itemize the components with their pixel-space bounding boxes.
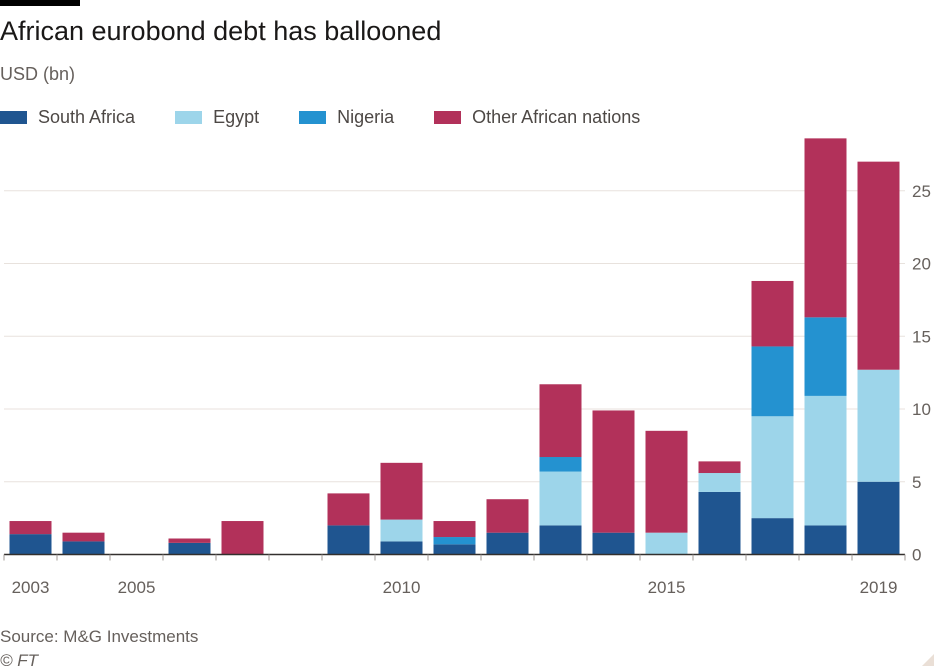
- bar-egypt-2016: [698, 473, 741, 492]
- bar-other-african-nations-2018: [804, 138, 847, 318]
- legend-swatch-other: [434, 111, 462, 124]
- bar-other-african-nations-2016: [698, 461, 741, 474]
- bar-egypt-2010: [380, 519, 423, 542]
- bar-south-africa-2006: [168, 542, 211, 555]
- legend-item-south-africa: South Africa: [0, 107, 135, 128]
- bar-south-africa-2011: [433, 544, 476, 555]
- legend-label-south-africa: South Africa: [38, 107, 136, 127]
- bar-other-african-nations-2006: [168, 538, 211, 543]
- y-tick-label-10: 10: [912, 400, 931, 419]
- x-tick-label-2019: 2019: [860, 578, 898, 597]
- bar-south-africa-2012: [486, 532, 529, 555]
- bar-other-african-nations-2019: [857, 161, 900, 370]
- y-tick-label-0: 0: [912, 546, 921, 565]
- bar-south-africa-2009: [327, 525, 370, 555]
- legend-label-nigeria: Nigeria: [337, 107, 395, 127]
- y-tick-label-15: 15: [912, 327, 931, 346]
- legend-item-egypt: Egypt: [175, 107, 259, 128]
- bar-south-africa-2010: [380, 541, 423, 555]
- bar-other-african-nations-2015: [645, 430, 688, 533]
- y-tick-label-5: 5: [912, 473, 921, 492]
- y-tick-label-25: 25: [912, 182, 931, 201]
- legend: South Africa Egypt Nigeria Other African…: [0, 107, 680, 128]
- bar-other-african-nations-2009: [327, 493, 370, 526]
- copyright-credit: © FT: [0, 651, 39, 670]
- x-tick-label-2010: 2010: [383, 578, 421, 597]
- x-tick-label-2015: 2015: [648, 578, 686, 597]
- bar-other-african-nations-2012: [486, 499, 529, 533]
- bar-nigeria-2013: [539, 457, 582, 472]
- bar-other-african-nations-2007: [221, 521, 264, 555]
- bar-south-africa-2013: [539, 525, 582, 555]
- legend-item-nigeria: Nigeria: [299, 107, 394, 128]
- bar-other-african-nations-2003: [9, 521, 52, 535]
- bar-egypt-2018: [804, 395, 847, 526]
- bar-other-african-nations-2011: [433, 521, 476, 538]
- bar-south-africa-2003: [9, 534, 52, 555]
- chart-title: African eurobond debt has ballooned: [0, 16, 442, 46]
- bar-other-african-nations-2017: [751, 280, 794, 347]
- legend-label-other: Other African nations: [472, 107, 641, 127]
- legend-swatch-egypt: [175, 111, 203, 124]
- bar-nigeria-2011: [433, 537, 476, 545]
- bar-other-african-nations-2004: [62, 532, 105, 542]
- bar-south-africa-2004: [62, 541, 105, 555]
- resize-corner-icon: [922, 654, 934, 666]
- y-tick-label-20: 20: [912, 255, 931, 274]
- x-tick-label-2005: 2005: [118, 578, 156, 597]
- bar-nigeria-2018: [804, 317, 847, 396]
- bar-other-african-nations-2013: [539, 384, 582, 458]
- legend-label-egypt: Egypt: [213, 107, 260, 127]
- bar-south-africa-2017: [751, 518, 794, 555]
- chart-subtitle: USD (bn): [0, 64, 76, 84]
- legend-swatch-south-africa: [0, 111, 27, 124]
- bar-egypt-2017: [751, 416, 794, 519]
- bar-nigeria-2017: [751, 346, 794, 417]
- bar-south-africa-2014: [592, 532, 635, 555]
- bar-other-african-nations-2010: [380, 462, 423, 520]
- x-tick-label-2003: 2003: [12, 578, 50, 597]
- bar-other-african-nations-2014: [592, 410, 635, 533]
- bar-south-africa-2018: [804, 525, 847, 555]
- bar-south-africa-2019: [857, 481, 900, 555]
- legend-item-other: Other African nations: [434, 107, 640, 128]
- brand-bar: [0, 0, 80, 6]
- bar-egypt-2015: [645, 532, 688, 555]
- stacked-bar-chart: 0 5 10 15 20 25 2003 2005 2010 2015 2019: [3, 138, 931, 597]
- bar-south-africa-2016: [698, 491, 741, 555]
- bar-egypt-2013: [539, 471, 582, 526]
- source-note: Source: M&G Investments: [0, 627, 199, 646]
- legend-swatch-nigeria: [299, 111, 327, 124]
- bar-egypt-2019: [857, 369, 900, 482]
